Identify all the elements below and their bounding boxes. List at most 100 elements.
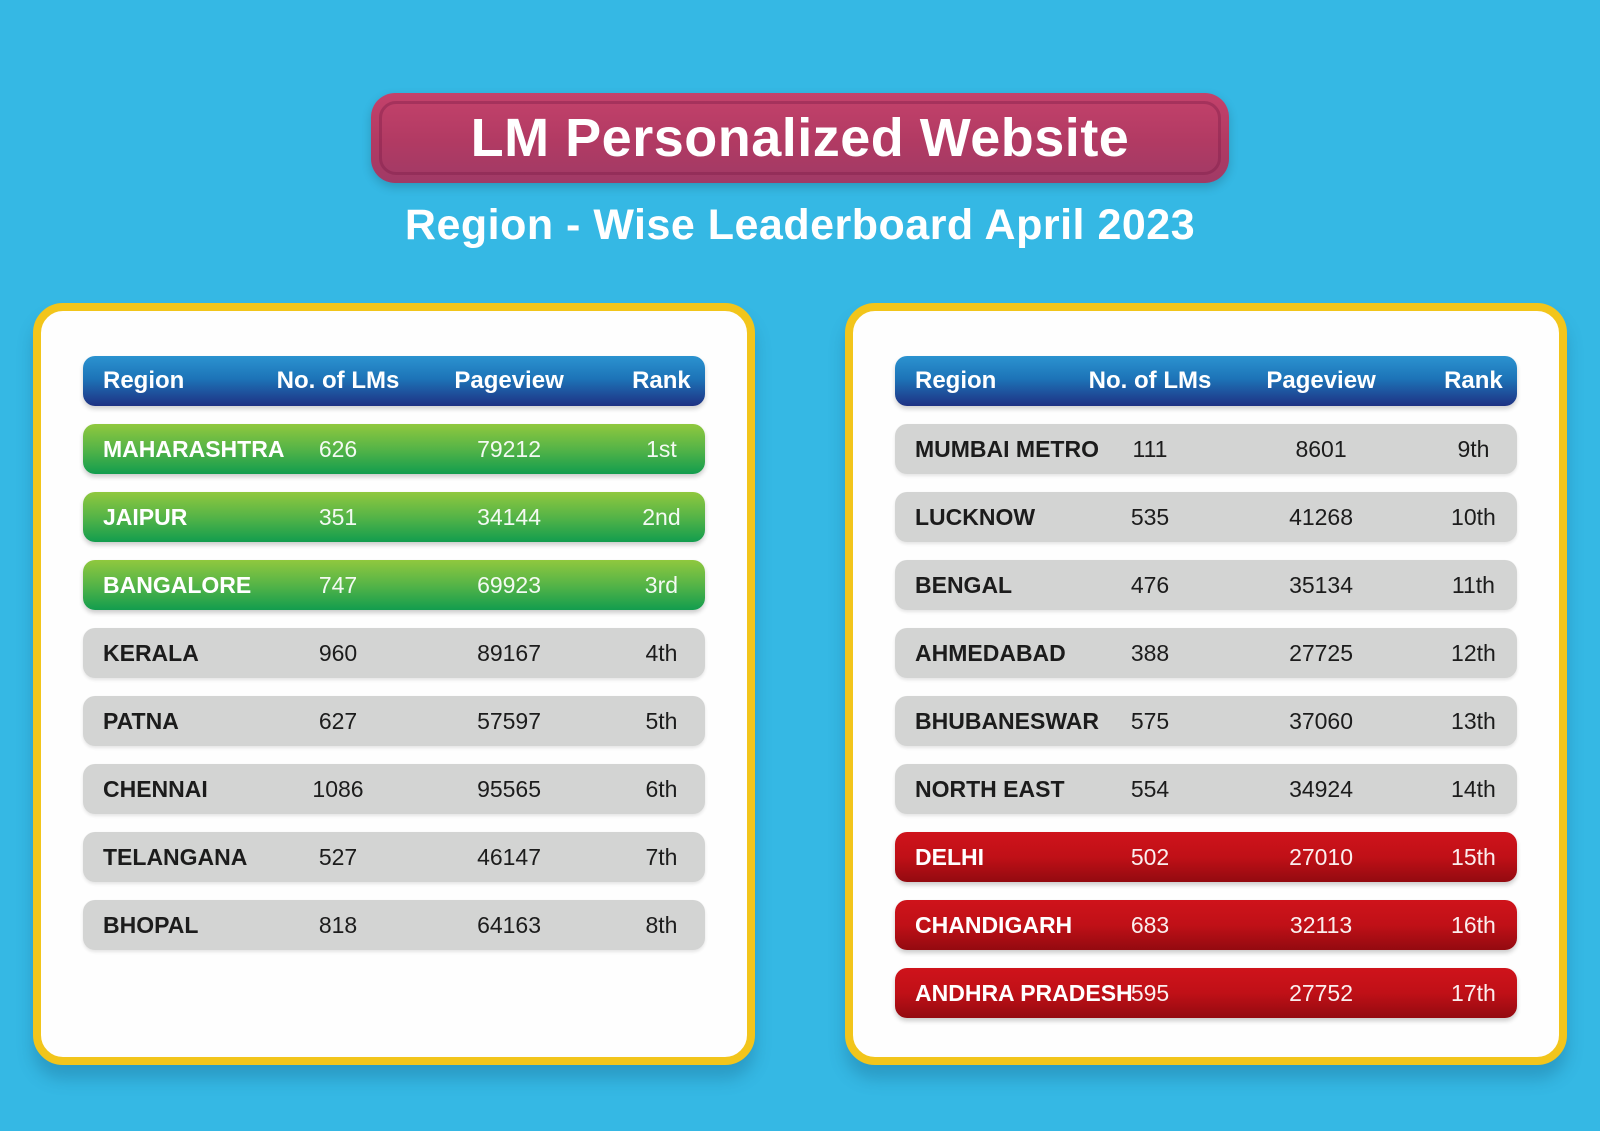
row-pageview-value: 95565 bbox=[477, 775, 542, 802]
table-row: DELHI 502 27010 15th bbox=[895, 832, 1517, 882]
row-rank-value: 9th bbox=[1457, 435, 1490, 462]
row-region-label: LUCKNOW bbox=[915, 503, 1036, 530]
row-pageview-value: 64163 bbox=[477, 911, 542, 938]
row-pageview-value: 34924 bbox=[1289, 775, 1354, 802]
row-lms-value: 1086 bbox=[312, 775, 364, 802]
row-region-label: BHOPAL bbox=[103, 911, 199, 938]
column-header-region: Region bbox=[103, 367, 185, 394]
row-rank-value: 10th bbox=[1451, 503, 1496, 530]
row-region-label: PATNA bbox=[103, 707, 179, 734]
row-lms-value: 575 bbox=[1130, 707, 1170, 734]
table-row: BENGAL 476 35134 11th bbox=[895, 560, 1517, 610]
row-rank-value: 1st bbox=[646, 435, 677, 462]
row-rank-value: 13th bbox=[1451, 707, 1496, 734]
row-pageview-value: 79212 bbox=[477, 435, 542, 462]
row-region-label: MUMBAI METRO bbox=[915, 435, 1099, 462]
table-body-right: MUMBAI METRO 111 8601 9th LUCKNOW 535 41268 10t… bbox=[895, 424, 1517, 1018]
row-lms-value: 626 bbox=[318, 435, 358, 462]
row-region-label: CHANDIGARH bbox=[915, 911, 1073, 938]
row-region-label: NORTH EAST bbox=[915, 775, 1065, 802]
row-pageview-value: 69923 bbox=[477, 571, 542, 598]
row-pageview-value: 57597 bbox=[477, 707, 542, 734]
column-header-rank: Rank bbox=[632, 367, 691, 394]
row-region-label: MAHARASHTRA bbox=[103, 435, 285, 462]
row-lms-value: 527 bbox=[318, 843, 358, 870]
row-rank-value: 5th bbox=[645, 707, 678, 734]
column-header-lms: No. of LMs bbox=[1088, 367, 1212, 394]
column-header-pageview: Pageview bbox=[454, 367, 564, 394]
row-rank-value: 8th bbox=[645, 911, 678, 938]
row-pageview-value: 46147 bbox=[477, 843, 542, 870]
row-rank-value: 4th bbox=[645, 639, 678, 666]
column-header-region: Region bbox=[915, 367, 997, 394]
row-lms-value: 818 bbox=[318, 911, 358, 938]
row-region-label: KERALA bbox=[103, 639, 199, 666]
table-row: TELANGANA 527 46147 7th bbox=[83, 832, 705, 882]
leaderboard-card-right: Region No. of LMs Pageview Rank MUMBAI M… bbox=[845, 303, 1567, 1065]
row-lms-value: 502 bbox=[1130, 843, 1170, 870]
column-header-rank: Rank bbox=[1444, 367, 1503, 394]
row-region-label: BENGAL bbox=[915, 571, 1013, 598]
row-pageview-value: 89167 bbox=[477, 639, 542, 666]
row-pageview-value: 35134 bbox=[1289, 571, 1354, 598]
row-region-label: JAIPUR bbox=[103, 503, 188, 530]
row-region-label: AHMEDABAD bbox=[915, 639, 1066, 666]
leaderboard-cards: Region No. of LMs Pageview Rank MAHARASH… bbox=[0, 303, 1600, 1065]
table-row: CHENNAI 1086 95565 6th bbox=[83, 764, 705, 814]
row-pageview-value: 32113 bbox=[1289, 911, 1353, 938]
row-pageview-value: 27010 bbox=[1289, 843, 1354, 870]
row-region-label: BHUBANESWAR bbox=[915, 707, 1099, 734]
table-row: JAIPUR 351 34144 2nd bbox=[83, 492, 705, 542]
table-body-left: MAHARASHTRA 626 79212 1st JAIPUR 351 34144 2nd B… bbox=[83, 424, 705, 950]
row-lms-value: 960 bbox=[318, 639, 358, 666]
row-lms-value: 351 bbox=[318, 503, 358, 530]
table-row: KERALA 960 89167 4th bbox=[83, 628, 705, 678]
row-lms-value: 627 bbox=[318, 707, 358, 734]
row-rank-value: 17th bbox=[1451, 979, 1496, 1006]
row-pageview-value: 8601 bbox=[1295, 435, 1347, 462]
row-lms-value: 535 bbox=[1130, 503, 1170, 530]
row-region-label: CHENNAI bbox=[103, 775, 208, 802]
row-rank-value: 3rd bbox=[644, 571, 679, 598]
row-lms-value: 747 bbox=[318, 571, 358, 598]
row-region-label: TELANGANA bbox=[103, 843, 248, 870]
row-lms-value: 683 bbox=[1130, 911, 1170, 938]
row-lms-value: 111 bbox=[1132, 435, 1168, 462]
table-header-row: Region No. of LMs Pageview Rank bbox=[895, 356, 1517, 406]
row-rank-value: 6th bbox=[645, 775, 678, 802]
page-subtitle: Region - Wise Leaderboard April 2023 bbox=[404, 201, 1196, 249]
table-row: BANGALORE 747 69923 3rd bbox=[83, 560, 705, 610]
row-pageview-value: 41268 bbox=[1289, 503, 1354, 530]
table-row: PATNA 627 57597 5th bbox=[83, 696, 705, 746]
leaderboard-card-left: Region No. of LMs Pageview Rank MAHARASH… bbox=[33, 303, 755, 1065]
row-rank-value: 14th bbox=[1451, 775, 1496, 802]
table-row: LUCKNOW 535 41268 10th bbox=[895, 492, 1517, 542]
row-pageview-value: 34144 bbox=[477, 503, 542, 530]
row-rank-value: 11th bbox=[1451, 571, 1495, 598]
table-row: CHANDIGARH 683 32113 16th bbox=[895, 900, 1517, 950]
table-row: BHUBANESWAR 575 37060 13th bbox=[895, 696, 1517, 746]
table-row: AHMEDABAD 388 27725 12th bbox=[895, 628, 1517, 678]
row-region-label: DELHI bbox=[915, 843, 984, 870]
row-rank-value: 16th bbox=[1451, 911, 1496, 938]
table-row: MUMBAI METRO 111 8601 9th bbox=[895, 424, 1517, 474]
table-row: BHOPAL 818 64163 8th bbox=[83, 900, 705, 950]
row-lms-value: 388 bbox=[1130, 639, 1170, 666]
table-row: MAHARASHTRA 626 79212 1st bbox=[83, 424, 705, 474]
page-title: LM Personalized Website bbox=[470, 108, 1130, 168]
row-pageview-value: 27725 bbox=[1289, 639, 1354, 666]
column-header-lms: No. of LMs bbox=[276, 367, 400, 394]
row-region-label: BANGALORE bbox=[103, 571, 252, 598]
row-lms-value: 595 bbox=[1130, 979, 1170, 1006]
row-rank-value: 12th bbox=[1451, 639, 1496, 666]
title-banner: LM Personalized Website bbox=[371, 93, 1229, 183]
table-header-row: Region No. of LMs Pageview Rank bbox=[83, 356, 705, 406]
row-region-label: ANDHRA PRADESH bbox=[915, 979, 1133, 1006]
row-rank-value: 2nd bbox=[642, 503, 681, 530]
row-pageview-value: 27752 bbox=[1289, 979, 1354, 1006]
row-pageview-value: 37060 bbox=[1289, 707, 1354, 734]
table-row: ANDHRA PRADESH 595 27752 17th bbox=[895, 968, 1517, 1018]
column-header-pageview: Pageview bbox=[1266, 367, 1376, 394]
row-rank-value: 7th bbox=[645, 843, 678, 870]
row-lms-value: 554 bbox=[1130, 775, 1170, 802]
